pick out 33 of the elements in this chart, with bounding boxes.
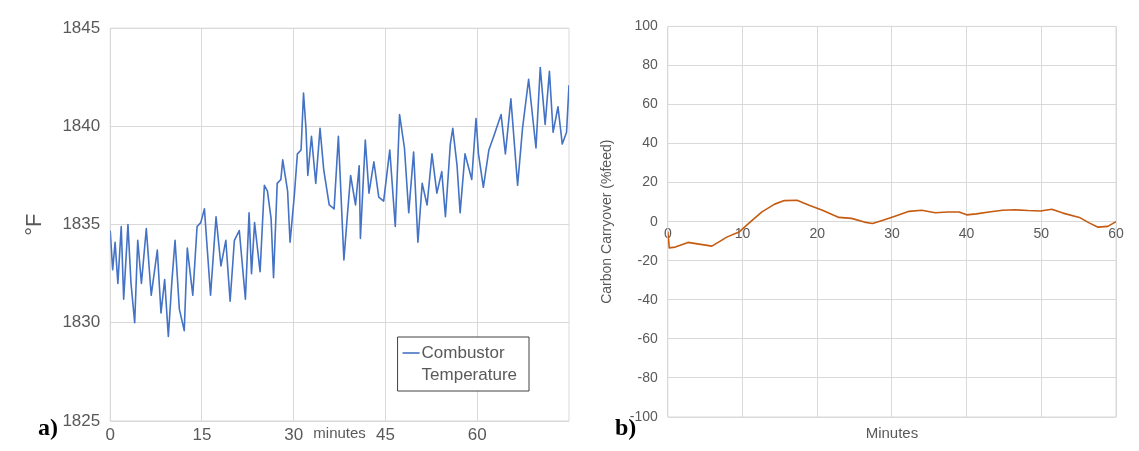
x-tick-label: 30 [884, 224, 900, 241]
y-axis-title: °F [21, 213, 47, 236]
x-tick-label: 60 [1108, 224, 1124, 241]
y-tick-label: 100 [634, 17, 659, 34]
x-tick-label: 10 [734, 224, 751, 241]
x-tick-label: 20 [809, 224, 826, 241]
y-tick-label: -20 [637, 251, 659, 268]
x-axis-title: Minutes [865, 423, 919, 441]
y-tick-label: 80 [642, 56, 659, 73]
legend-label: Combustor Temperature [421, 342, 517, 384]
y-tick-label: 60 [642, 95, 659, 112]
x-tick-label: 45 [376, 424, 395, 444]
y-tick-label: 1825 [62, 410, 101, 430]
y-tick-label: 40 [642, 134, 659, 151]
y-tick-label: 1840 [62, 116, 101, 136]
x-tick-label: 60 [467, 424, 487, 444]
x-tick-label: 0 [105, 424, 115, 444]
y-tick-label: 1845 [62, 17, 101, 37]
y-tick-label: 20 [642, 173, 659, 190]
x-tick-label: 15 [192, 424, 212, 444]
y-tick-label: -60 [637, 329, 659, 346]
x-axis-title: minutes [313, 423, 366, 441]
x-tick-label: 30 [284, 424, 304, 444]
x-tick-label: 40 [958, 224, 975, 241]
y-tick-label: 0 [650, 212, 659, 229]
x-tick-label: 50 [1033, 224, 1050, 241]
y-tick-label: 1830 [62, 312, 101, 332]
y-tick-label: -40 [637, 290, 659, 307]
y-axis-title: Carbon Carryover (%feed) [598, 139, 615, 304]
y-tick-label: -80 [637, 368, 659, 385]
text: a) [38, 414, 58, 441]
y-tick-label: 1835 [62, 214, 101, 234]
x-tick-label: 0 [663, 224, 672, 241]
